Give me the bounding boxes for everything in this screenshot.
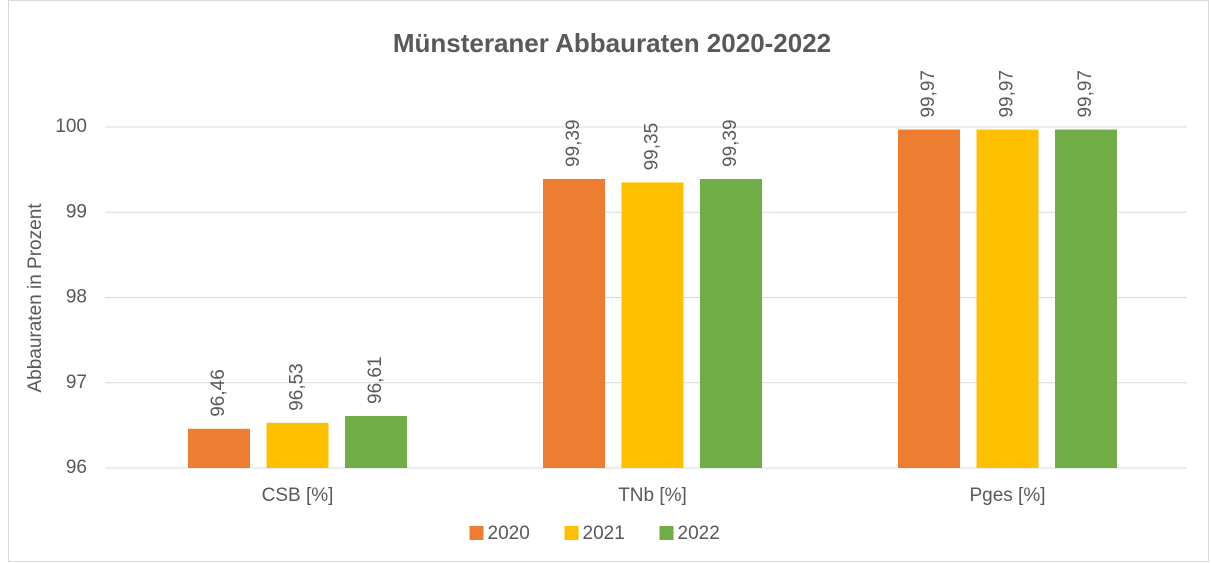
value-label: 96,61 (365, 356, 386, 404)
legend-label: 2020 (488, 523, 530, 544)
bar (700, 179, 762, 468)
bar (266, 422, 329, 468)
bar (543, 179, 605, 468)
legend-swatch (659, 526, 674, 540)
x-tick-label: Pges [%] (969, 485, 1045, 506)
value-label: 96,53 (287, 363, 308, 411)
value-label: 96,46 (208, 369, 229, 417)
bar (621, 182, 684, 468)
chart-title: Münsteraner Abbauraten 2020-2022 (393, 28, 831, 58)
y-tick-label: 100 (55, 116, 87, 137)
value-label: 99,35 (642, 123, 663, 171)
value-label: 99,39 (563, 119, 584, 167)
x-tick-label: CSB [%] (262, 485, 334, 506)
bar (345, 415, 407, 468)
legend-label: 2022 (678, 523, 720, 544)
bar (188, 428, 250, 468)
value-label: 99,97 (997, 70, 1018, 118)
chart-border (8, 0, 1209, 562)
y-axis-title: Abbauraten in Prozent (25, 203, 46, 393)
y-tick-label: 96 (66, 457, 87, 478)
bar (976, 129, 1039, 468)
bar (898, 129, 960, 468)
y-tick-label: 98 (66, 287, 87, 308)
bar (1055, 129, 1117, 468)
legend-label: 2021 (583, 523, 625, 544)
legend-swatch (469, 526, 484, 540)
value-label: 99,39 (720, 119, 741, 167)
y-tick-label: 99 (66, 201, 87, 222)
value-label: 99,97 (1075, 70, 1096, 118)
legend-swatch (564, 526, 579, 540)
y-tick-label: 97 (66, 372, 87, 393)
value-label: 99,97 (918, 70, 939, 118)
x-tick-label: TNb [%] (618, 485, 687, 506)
